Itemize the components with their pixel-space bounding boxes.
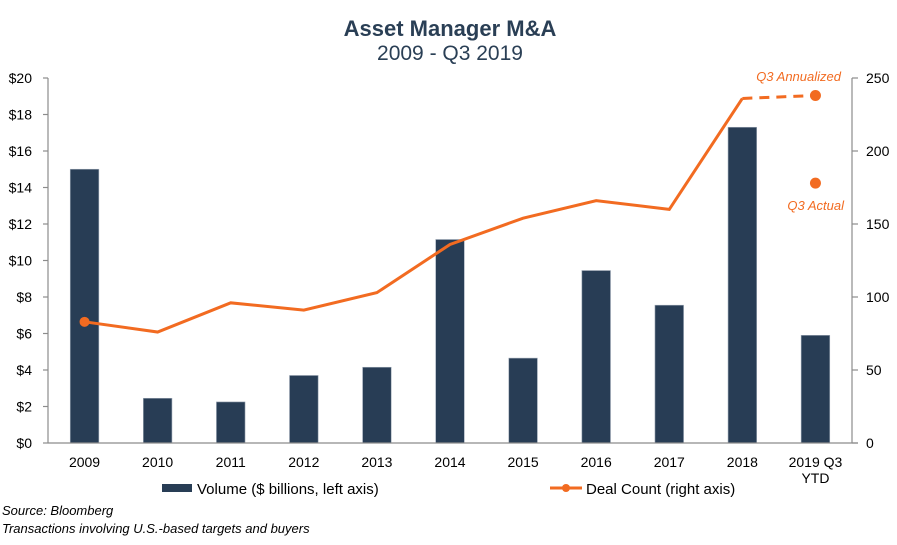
bar-2015 [508,357,538,444]
legend-label-deal-count: Deal Count (right axis) [586,481,735,498]
bar-2012 [289,375,319,444]
left-axis-tick-label: $16 [9,143,33,159]
x-axis-tick-label: 2016 [581,454,612,470]
legend-label-volume: Volume ($ billions, left axis) [197,481,379,498]
x-axis-tick-label: 2013 [361,454,392,470]
left-axis-tick-label: $14 [9,180,33,196]
x-axis-tick-label: 2015 [508,454,539,470]
source-note: Source: Bloomberg [2,503,114,518]
chart-title: Asset Manager M&A [344,16,557,41]
right-axis-tick-label: 250 [866,70,890,86]
x-axis-tick-label: 2017 [654,454,685,470]
bar-2017 [654,304,684,444]
bar-2014 [435,239,465,444]
right-axis-tick-label: 200 [866,143,890,159]
annualized-label: Q3 Annualized [756,69,842,84]
bar-2016 [581,270,611,444]
x-axis-tick-label: 2009 [69,454,100,470]
bar-2011 [216,401,246,444]
left-axis-tick-label: $18 [9,107,33,123]
left-axis-tick-label: $10 [9,253,33,269]
left-axis-tick-label: $12 [9,216,33,232]
right-axis-tick-label: 100 [866,289,890,305]
right-axis-tick-label: 0 [866,435,874,451]
annualized-point [809,90,821,102]
right-axis-tick-label: 150 [866,216,890,232]
actual-label: Q3 Actual [787,198,845,213]
bar-2018 [727,126,757,444]
legend: Volume ($ billions, left axis) Deal Coun… [162,481,735,498]
deal-count-line [84,97,744,334]
legend-marker-deal-count [562,484,570,492]
left-axis-tick-label: $20 [9,70,33,86]
annualized-dashed-line [742,94,816,100]
bar-2009 [69,168,100,444]
x-axis-tick-label: 2011 [216,454,246,470]
chart-subtitle: 2009 - Q3 2019 [377,42,523,65]
plot-area: $0 $2 $4 $6 $8 $10 $12 $14 $16 $18 $20 0 50 100 150 200… [9,69,890,486]
left-axis-tick-label: $2 [16,399,32,415]
legend-swatch-volume [162,484,192,492]
x-axis-tick-label: 2012 [288,454,319,470]
right-axis-tick-label: 50 [866,362,882,378]
left-axis-tick-label: $8 [16,289,32,305]
x-axis-tick-label: 2010 [142,454,173,470]
bar-2013 [362,366,392,444]
x-axis-tick-label: 2014 [434,454,465,470]
left-axis-tick-label: $0 [16,435,32,451]
bar-2010 [143,397,173,444]
deal-count-marker-2009 [79,316,90,327]
x-axis-tick-label: 2019 Q3 [789,454,843,470]
actual-point [809,177,821,189]
left-axis-tick-label: $4 [16,362,32,378]
bar-2019-q3 [800,335,831,444]
description-note: Transactions involving U.S.-based target… [2,521,310,536]
x-axis-tick-label: YTD [801,470,829,486]
left-axis-tick-label: $6 [16,326,32,342]
x-axis-tick-label: 2018 [727,454,758,470]
